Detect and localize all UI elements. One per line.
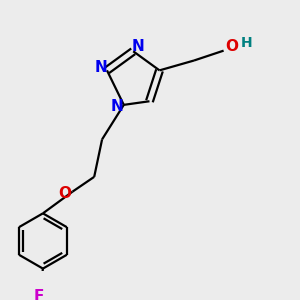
- Text: O: O: [225, 39, 238, 54]
- Text: N: N: [132, 39, 145, 54]
- Text: O: O: [58, 186, 71, 201]
- Text: F: F: [34, 289, 44, 300]
- Text: N: N: [110, 99, 123, 114]
- Text: H: H: [241, 36, 252, 50]
- Text: N: N: [95, 60, 107, 75]
